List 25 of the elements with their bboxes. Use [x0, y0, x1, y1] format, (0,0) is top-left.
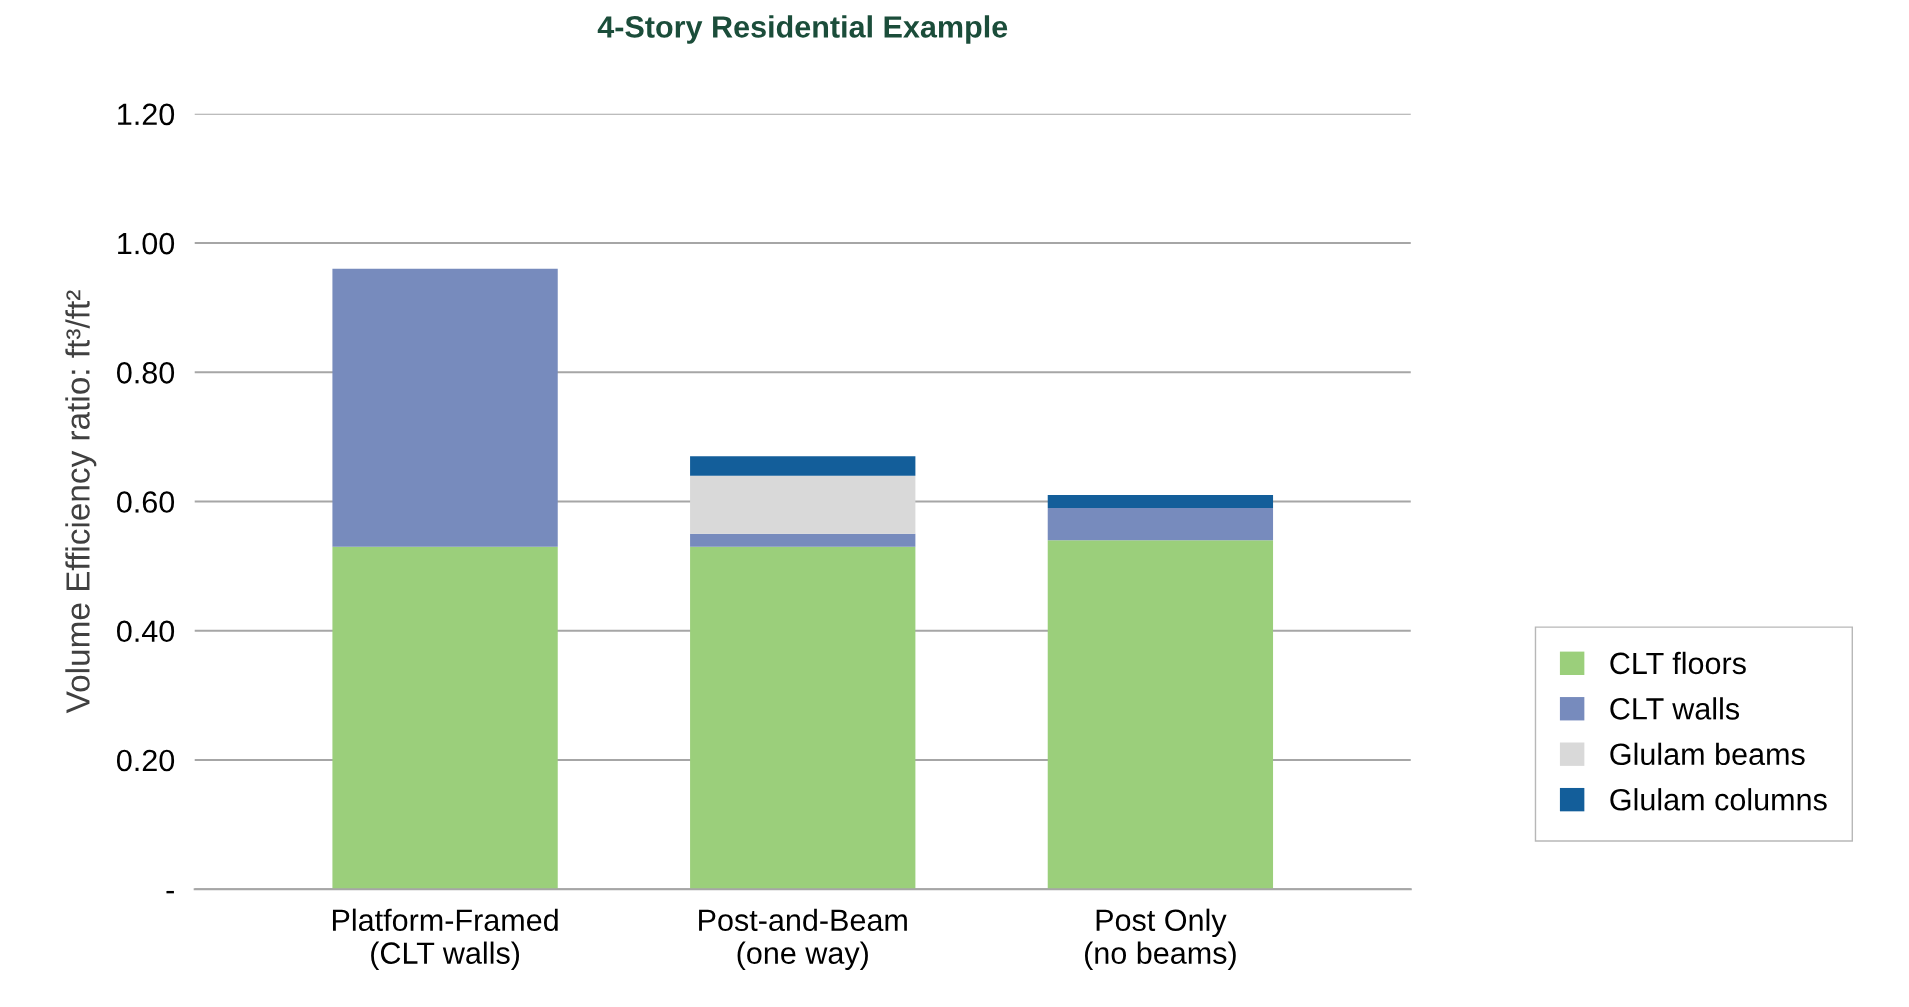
x-tick-label: Post Only (no beams) — [1085, 908, 1236, 971]
bar — [1047, 507, 1274, 541]
bar — [690, 533, 916, 547]
legend-label: CLT floors — [1610, 651, 1746, 675]
y-tick-label: - — [166, 890, 174, 894]
y-tick-label: 0.40 — [117, 620, 175, 643]
bar — [1047, 495, 1274, 508]
legend-label: Glulam columns — [1610, 788, 1827, 811]
x-tick-label: Platform-Framed (CLT walls) — [332, 908, 558, 971]
y-tick-label: 1.20 — [118, 103, 175, 126]
bar — [332, 268, 558, 547]
bar — [690, 456, 916, 476]
y-axis-title: Volume Efficiency ratio: ft³/ft² — [65, 290, 97, 714]
x-tick-label: Post-and-Beam (one way) — [699, 908, 907, 971]
legend-label: CLT walls — [1610, 697, 1740, 720]
y-tick-label: 0.60 — [117, 491, 175, 513]
bar — [690, 546, 916, 890]
chart-title: 4-Story Residential Example — [597, 15, 1008, 44]
bar — [1047, 540, 1274, 890]
bar — [332, 546, 558, 890]
y-tick-label: 0.20 — [117, 749, 175, 772]
bar — [690, 475, 916, 534]
y-tick-label: 0.80 — [117, 361, 175, 384]
y-tick-label: 1.00 — [118, 232, 175, 255]
legend-label: Glulam beams — [1610, 742, 1805, 766]
